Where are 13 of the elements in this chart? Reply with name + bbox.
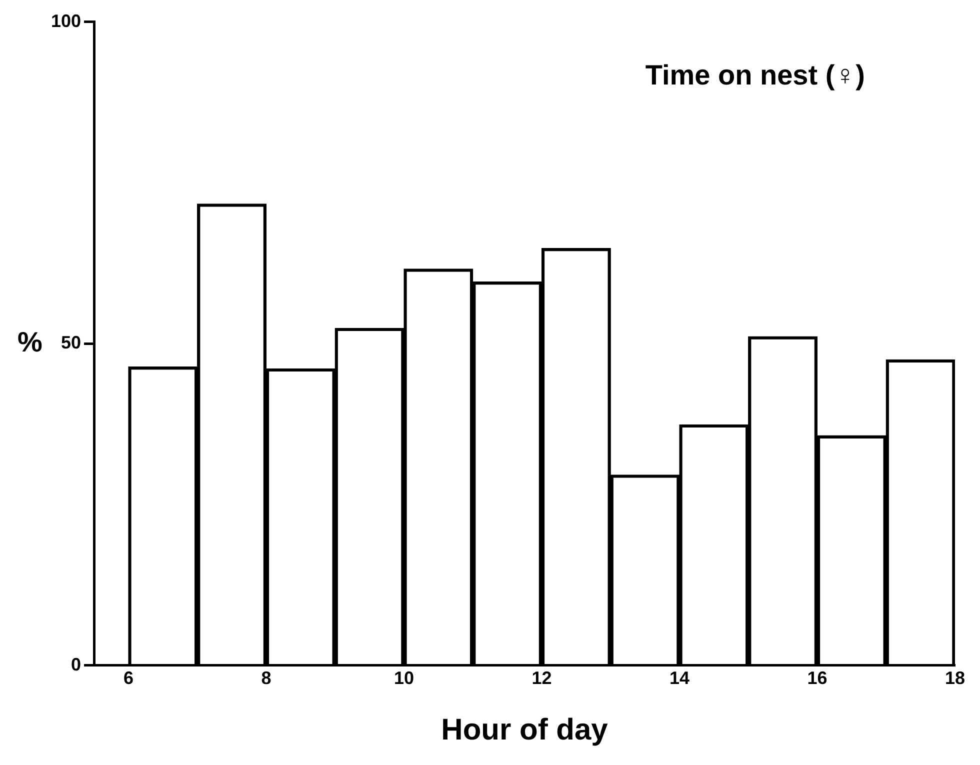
x-tick-label: 12 (532, 668, 552, 688)
y-tick-label: 0 (71, 654, 82, 674)
y-tick-label: 100 (50, 10, 82, 31)
x-tick-label: 10 (394, 668, 414, 688)
x-axis-title: Hour of day (441, 713, 608, 746)
x-tick-label: 6 (123, 668, 134, 688)
x-tick-label: 14 (669, 668, 690, 688)
x-tick-label: 18 (944, 668, 966, 688)
x-tick-label: 16 (807, 668, 828, 688)
y-axis-title: % (18, 326, 43, 358)
y-tick-label: 50 (61, 332, 82, 353)
x-tick-label: 8 (261, 668, 272, 688)
text: Time on nest (♀) (645, 60, 865, 91)
